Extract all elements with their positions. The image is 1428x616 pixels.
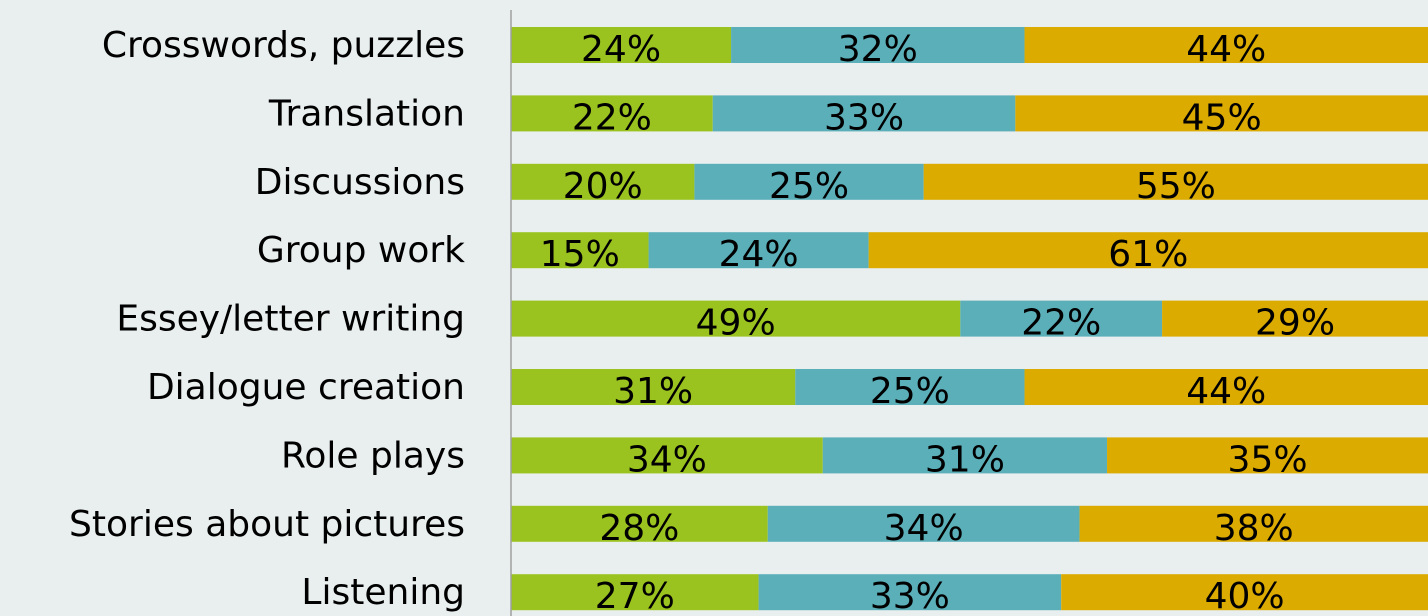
value-label: 45% bbox=[1182, 97, 1262, 138]
value-label: 35% bbox=[1228, 439, 1308, 480]
value-label: 31% bbox=[925, 439, 1005, 480]
bar-segment bbox=[1162, 300, 1428, 337]
bar-segment bbox=[511, 300, 961, 337]
bar-segment bbox=[795, 369, 1025, 405]
bar-segment bbox=[960, 300, 1163, 337]
value-label: 33% bbox=[870, 576, 950, 616]
bar-segment bbox=[822, 437, 1108, 474]
category-label: Discussions bbox=[255, 162, 465, 203]
bar-segment bbox=[1024, 27, 1428, 63]
value-label: 25% bbox=[769, 166, 849, 207]
bar-segment bbox=[712, 95, 1016, 132]
value-label: 29% bbox=[1255, 303, 1335, 344]
value-label: 49% bbox=[696, 303, 776, 344]
value-label: 25% bbox=[870, 371, 950, 412]
value-label: 28% bbox=[599, 508, 679, 549]
value-label: 55% bbox=[1136, 166, 1216, 207]
value-label: 22% bbox=[1021, 303, 1101, 344]
category-label: Role plays bbox=[281, 435, 465, 476]
bar-segment bbox=[731, 27, 1025, 63]
bar-segment bbox=[511, 369, 796, 405]
value-label: 34% bbox=[627, 439, 707, 480]
value-label: 44% bbox=[1186, 29, 1266, 70]
value-label: 38% bbox=[1214, 508, 1294, 549]
bar-segment bbox=[923, 163, 1428, 200]
bar-segment bbox=[511, 505, 768, 542]
value-label: 24% bbox=[719, 234, 799, 275]
category-label: Stories about pictures bbox=[69, 504, 465, 545]
bar-segment bbox=[648, 232, 869, 269]
value-label: 32% bbox=[838, 29, 918, 70]
value-label: 27% bbox=[595, 576, 675, 616]
category-label: Group work bbox=[257, 230, 465, 271]
value-label: 40% bbox=[1205, 576, 1285, 616]
category-label: Dialogue creation bbox=[147, 367, 465, 408]
value-label: 44% bbox=[1186, 371, 1266, 412]
category-label: Translation bbox=[268, 93, 465, 134]
bar-segment bbox=[1107, 437, 1428, 474]
value-label: 15% bbox=[540, 234, 620, 275]
bar-segment bbox=[511, 163, 695, 200]
value-label: 31% bbox=[613, 371, 693, 412]
bar-segment bbox=[694, 163, 924, 200]
category-label: Crosswords, puzzles bbox=[102, 25, 465, 66]
bar-segment bbox=[511, 574, 759, 611]
bar-segment bbox=[758, 574, 1062, 611]
bar-segment bbox=[1024, 369, 1428, 405]
bar-segment bbox=[1061, 574, 1428, 611]
value-label: 33% bbox=[824, 97, 904, 138]
bar-segment bbox=[767, 505, 1080, 542]
bar-segment bbox=[1079, 505, 1428, 542]
bar-segment bbox=[511, 95, 713, 132]
bar-segment bbox=[511, 437, 823, 474]
category-label: Listening bbox=[301, 572, 465, 613]
value-label: 22% bbox=[572, 97, 652, 138]
category-label: Essey/letter writing bbox=[116, 299, 465, 340]
value-label: 34% bbox=[884, 508, 964, 549]
value-label: 61% bbox=[1108, 234, 1188, 275]
bar-segment bbox=[511, 27, 732, 63]
bar-segment bbox=[511, 232, 649, 269]
value-label: 24% bbox=[581, 29, 661, 70]
bar-segment bbox=[868, 232, 1428, 269]
bar-segment bbox=[1015, 95, 1428, 132]
value-label: 20% bbox=[563, 166, 643, 207]
